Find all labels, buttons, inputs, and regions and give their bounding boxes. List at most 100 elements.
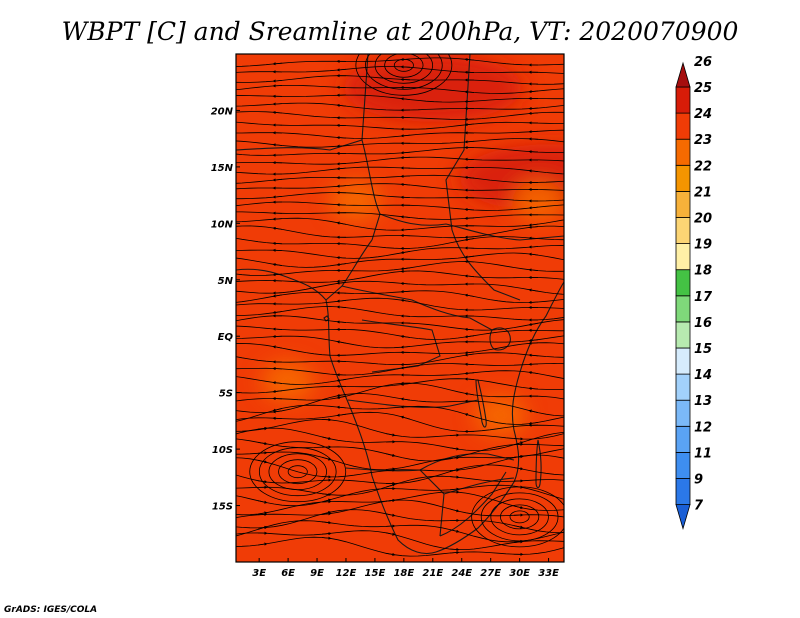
streamline [236, 75, 564, 85]
stream-arrow [513, 454, 524, 459]
streamline [236, 94, 564, 103]
circulation-ring [490, 498, 549, 536]
colorbar-label: 25 [694, 81, 712, 96]
colorbar-label: 21 [694, 185, 712, 200]
streamline [236, 280, 564, 295]
stream-arrow [400, 334, 411, 339]
stream-arrow [464, 57, 475, 62]
stream-arrow [400, 267, 411, 271]
circulation-ring [268, 453, 327, 491]
streamline [236, 352, 564, 365]
streamline [236, 342, 564, 356]
x-tick-label: 33E [538, 568, 559, 579]
streamline [236, 147, 564, 156]
stream-arrow [336, 405, 347, 409]
colorbar-label: 7 [694, 499, 704, 514]
stream-arrow [464, 293, 475, 297]
stream-arrow [400, 151, 411, 155]
border-mid-2 [451, 229, 521, 301]
stream-arrow [513, 525, 524, 529]
stream-arrow [336, 279, 347, 283]
stream-arrow [400, 250, 411, 255]
border-north-4 [379, 213, 564, 241]
colorbar-label: 24 [694, 107, 712, 122]
stream-arrow [528, 106, 539, 111]
x-tick-label: 3E [252, 568, 266, 579]
stream-arrow [400, 182, 411, 187]
stream-arrow [449, 508, 460, 513]
colorbar-swatch [675, 451, 691, 479]
streamline [236, 217, 564, 231]
stream-arrow [400, 366, 411, 370]
circulation-ring [258, 447, 337, 497]
stream-arrow [528, 371, 539, 375]
stream-arrow [336, 144, 347, 148]
streamline [236, 166, 564, 175]
lake-tanganyika [475, 379, 487, 428]
colorbar-label: 13 [694, 394, 712, 409]
streamline [236, 290, 564, 304]
stream-arrow [336, 281, 347, 285]
y-tick-label: 20N [211, 106, 234, 117]
plot-frame [235, 53, 565, 563]
stream-arrow [528, 225, 539, 229]
stream-arrow [400, 134, 411, 138]
stream-arrow [449, 468, 460, 472]
stream-arrow [321, 436, 332, 440]
streamline [236, 244, 564, 259]
stream-arrow [336, 221, 347, 225]
y-axis: 20N 15N 10N 5N EQ 5S 10S 15S [211, 106, 240, 513]
colorbar-label: 17 [694, 290, 713, 305]
stream-arrow [513, 540, 524, 544]
colorbar-swatch [675, 321, 691, 349]
circulation-ring [384, 54, 424, 78]
stream-arrow [513, 505, 524, 510]
x-tick-label: 27E [480, 568, 501, 579]
border-south-1 [347, 399, 479, 408]
colorbar-swatch [675, 243, 691, 271]
streamline [236, 225, 564, 239]
stream-arrow [464, 207, 475, 212]
circulation-ring [365, 54, 443, 90]
stream-arrow [321, 521, 332, 525]
colorbar-arrow-high [675, 61, 691, 88]
x-tick-label: 21E [422, 568, 443, 579]
streamline [236, 306, 564, 321]
stream-arrow [321, 536, 332, 540]
colorbar-label: 22 [694, 159, 712, 174]
streamline [236, 138, 564, 148]
stream-arrow [464, 123, 475, 127]
streamline [236, 404, 564, 425]
stream-arrow [449, 447, 460, 451]
stream-arrow [336, 395, 347, 400]
stream-arrow [464, 335, 475, 339]
stream-arrow [272, 226, 283, 230]
y-tick-label: EQ [218, 332, 234, 343]
stream-arrow [336, 299, 347, 303]
streamline [236, 261, 564, 276]
circulation-ring [393, 58, 414, 72]
stream-arrow [528, 169, 539, 173]
colorbar-label: 11 [694, 446, 712, 461]
stream-arrow [449, 547, 460, 552]
x-tick-label: 18E [393, 568, 414, 579]
colorbar-swatch [675, 425, 691, 453]
colorbar-arrow-low [675, 504, 691, 531]
streamline [236, 448, 564, 471]
stream-arrow [528, 268, 539, 272]
streamline [236, 201, 564, 211]
stream-arrow [528, 89, 539, 94]
border-mid-4 [361, 319, 441, 373]
streamline [236, 378, 564, 394]
colorbar: 7 9 11 12 13 14 15 16 17 18 19 20 21 22 23 24 25 26 [675, 55, 713, 531]
streamline [236, 536, 564, 557]
stream-arrow [528, 236, 539, 240]
stream-arrow [449, 487, 460, 491]
stream-arrow [528, 252, 539, 256]
stream-arrow [272, 389, 283, 394]
colorbar-swatch [675, 86, 691, 114]
circulation-ring [500, 504, 540, 530]
border-north-1 [236, 139, 381, 241]
stream-arrow [272, 408, 283, 412]
colorbar-swatch [675, 217, 691, 245]
